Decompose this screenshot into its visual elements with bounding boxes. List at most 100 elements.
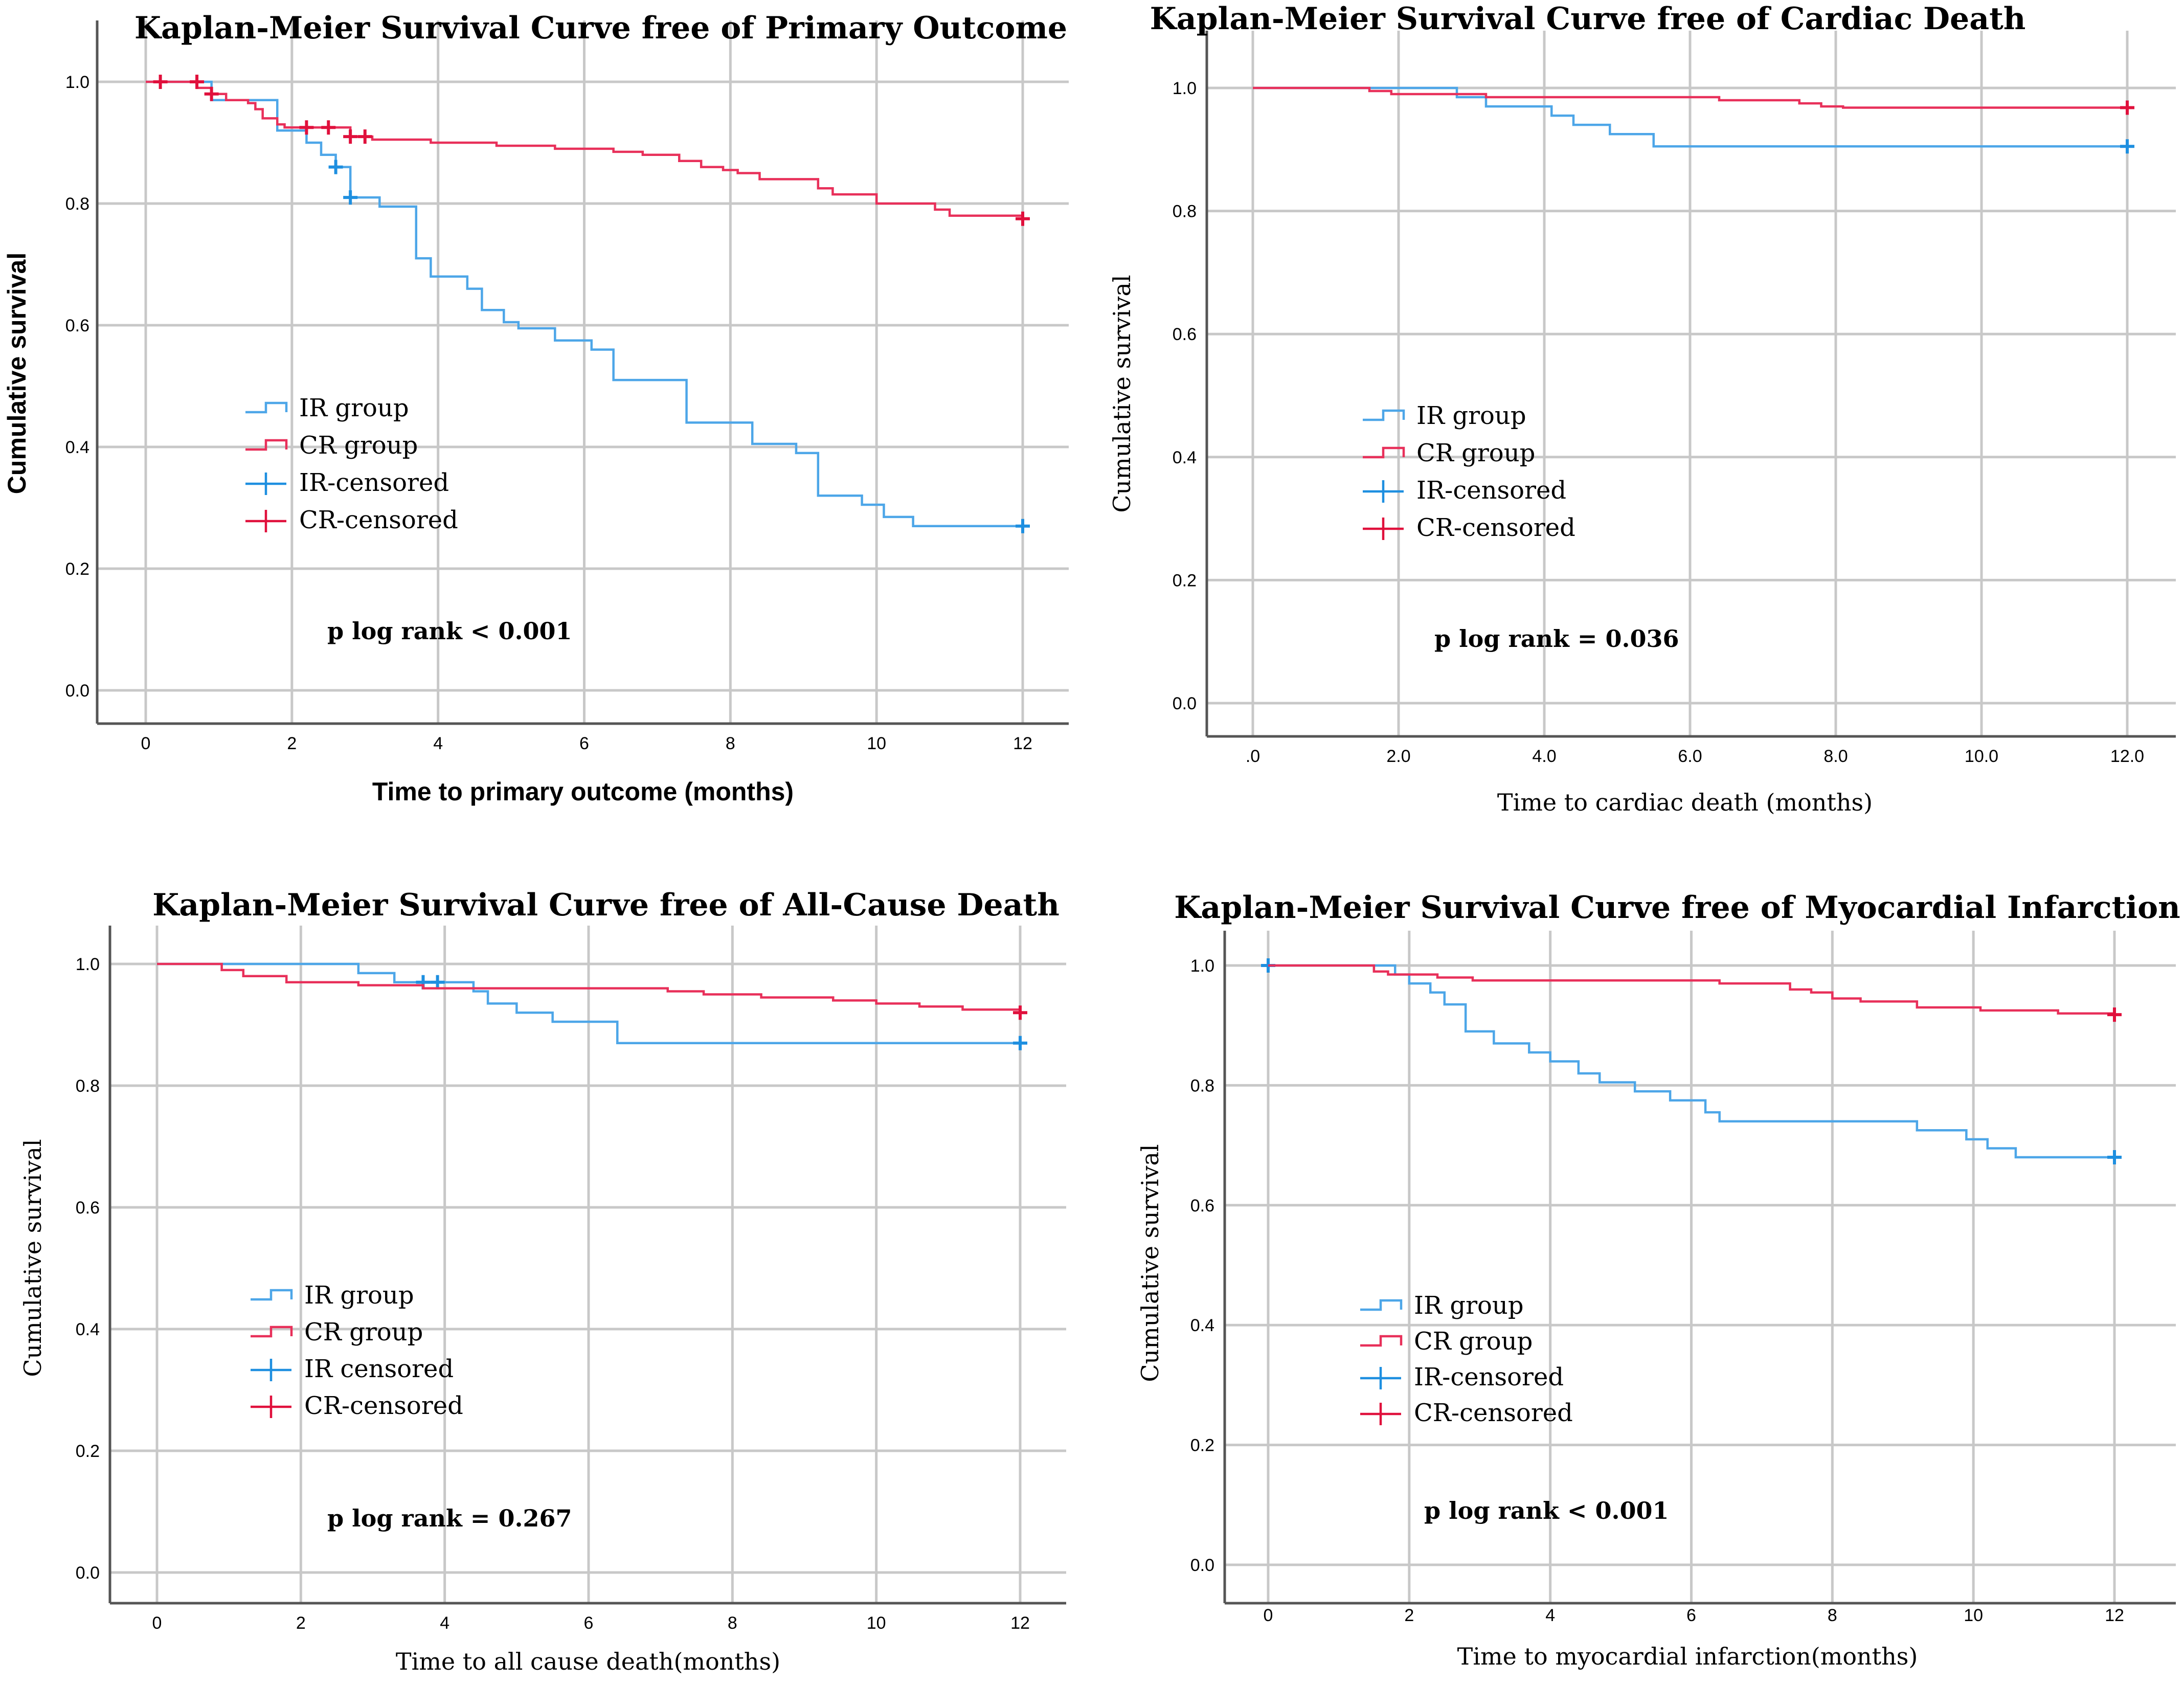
x-tick-label: 10 — [867, 734, 886, 753]
cr-censor-mark — [153, 75, 168, 89]
cr-censor-mark — [204, 86, 219, 101]
legend-label: CR group — [1414, 1327, 1533, 1356]
x-tick-label: 6 — [579, 734, 589, 753]
legend-label: IR-censored — [1414, 1363, 1564, 1391]
cr-censor-mark — [343, 129, 358, 144]
y-tick-label: 0.2 — [1173, 571, 1197, 590]
ir-censor-mark — [328, 160, 343, 174]
y-tick-label: 0.4 — [76, 1320, 100, 1339]
cr-censor-mark — [1016, 211, 1030, 226]
y-tick-label: 1.0 — [1173, 79, 1197, 98]
cr-legend-censor-icon — [251, 1396, 291, 1418]
legend-label: IR-censored — [1416, 476, 1566, 505]
ir-censor-mark — [1013, 1036, 1027, 1050]
x-axis-label: Time to myocardial infarction(months) — [1457, 1643, 1918, 1670]
x-tick-label: 6 — [1686, 1606, 1696, 1625]
legend-label: CR-censored — [1414, 1399, 1573, 1427]
cr-legend-censor-icon — [1363, 518, 1404, 540]
cr-censor-mark — [321, 120, 336, 135]
legend-label: IR-censored — [299, 468, 449, 497]
y-tick-label: 0.8 — [76, 1076, 100, 1096]
x-tick-label: 8.0 — [1823, 747, 1848, 766]
ir-legend-censor-icon — [1363, 480, 1404, 503]
legend-label: IR group — [1416, 401, 1526, 430]
x-tick-label: 10 — [1964, 1606, 1983, 1625]
ir-legend-censor-icon — [1360, 1367, 1401, 1389]
cr-legend-step-icon — [1363, 446, 1405, 459]
y-tick-label: 1.0 — [65, 73, 89, 92]
y-tick-label: 0.8 — [1190, 1076, 1214, 1095]
ir-legend-censor-icon — [251, 1359, 291, 1381]
cr-legend-censor-icon — [245, 510, 286, 532]
y-tick-label: 0.4 — [65, 438, 89, 457]
x-tick-label: 12 — [1010, 1613, 1030, 1633]
chart-title: Kaplan-Meier Survival Curve free of Card… — [1150, 1, 2026, 37]
cr-censor-mark — [357, 129, 372, 144]
legend-label: CR-censored — [304, 1391, 463, 1420]
cr-legend-step-icon — [251, 1325, 293, 1338]
legend-label: CR group — [1416, 439, 1535, 467]
cr-legend-step-icon — [1360, 1335, 1403, 1347]
cr-survival-curve — [1268, 964, 2116, 1015]
x-tick-label: 12.0 — [2110, 747, 2144, 766]
cr-legend-censor-icon — [1360, 1403, 1401, 1425]
x-tick-label: 2.0 — [1386, 747, 1410, 766]
x-tick-label: 10.0 — [1965, 747, 1998, 766]
p-value-annotation: p log rank = 0.036 — [1434, 625, 1679, 653]
y-axis-label: Cumulative survival — [19, 1139, 47, 1377]
x-tick-label: 4 — [433, 734, 443, 753]
y-tick-label: 1.0 — [76, 955, 100, 974]
y-axis-label: Cumulative survival — [1136, 1144, 1164, 1382]
x-tick-label: 8 — [726, 734, 735, 753]
y-tick-label: 0.0 — [76, 1563, 100, 1583]
x-tick-label: 0 — [1264, 1606, 1273, 1625]
x-axis-label: Time to all cause death(months) — [396, 1648, 780, 1675]
x-tick-label: 8 — [728, 1613, 737, 1633]
chart-myocardial-infarction: 0 2 4 6 8 10 12 0.0 0.2 0.4 0.6 0.8 1.0 Kaplan-Meier … — [1136, 890, 2180, 1670]
cr-censor-mark — [2120, 100, 2134, 115]
x-tick-label: .0 — [1246, 747, 1260, 766]
legend-label: CR-censored — [299, 506, 458, 534]
x-tick-label: 4.0 — [1532, 747, 1556, 766]
chart-all-cause-death: 0 2 4 6 8 10 12 0.0 0.2 0.4 0.6 0.8 1.0 Kaplan-Meier … — [19, 887, 1066, 1675]
x-tick-label: 12 — [2105, 1606, 2124, 1625]
legend-label: CR group — [304, 1318, 423, 1346]
x-tick-label: 0 — [141, 734, 151, 753]
x-tick-label: 2 — [287, 734, 297, 753]
y-tick-label: 0.2 — [76, 1442, 100, 1461]
ir-survival-curve — [146, 80, 1023, 527]
x-tick-label: 6 — [584, 1613, 594, 1633]
y-tick-label: 0.6 — [65, 316, 89, 335]
chart-title: Kaplan-Meier Survival Curve free of Myoc… — [1174, 890, 2180, 926]
ir-censor-mark — [1016, 519, 1030, 533]
y-axis-label: Cumulative survival — [3, 253, 31, 494]
y-tick-label: 0.2 — [1190, 1436, 1214, 1455]
ir-legend-censor-icon — [245, 473, 286, 495]
y-tick-label: 0.4 — [1173, 448, 1197, 467]
chart-title: Kaplan-Meier Survival Curve free of Prim… — [134, 10, 1067, 46]
y-tick-label: 1.0 — [1190, 956, 1214, 976]
legend-label: IR group — [1414, 1291, 1524, 1320]
ir-legend-step-icon — [1363, 409, 1405, 421]
x-tick-label: 4 — [1545, 1606, 1555, 1625]
ir-survival-curve — [1253, 86, 2127, 148]
cr-survival-curve — [157, 962, 1022, 1013]
ir-censor-mark — [2120, 139, 2134, 154]
x-tick-label: 10 — [867, 1613, 886, 1633]
cr-legend-step-icon — [245, 439, 288, 451]
y-tick-label: 0.0 — [1173, 694, 1197, 713]
y-tick-label: 0.8 — [1173, 202, 1197, 221]
y-axis-label: Cumulative survival — [1108, 275, 1136, 512]
ir-censor-mark — [2107, 1150, 2122, 1165]
ir-survival-curve — [1268, 964, 2114, 1159]
x-tick-label: 4 — [440, 1613, 449, 1633]
legend-label: IR group — [304, 1281, 414, 1310]
ir-censor-mark — [430, 975, 445, 990]
y-tick-label: 0.4 — [1190, 1316, 1214, 1335]
legend-label: CR-censored — [1416, 513, 1575, 542]
ir-legend-step-icon — [251, 1289, 293, 1301]
x-tick-label: 6.0 — [1678, 747, 1702, 766]
cr-censor-mark — [1013, 1005, 1027, 1020]
y-tick-label: 0.2 — [65, 559, 89, 579]
